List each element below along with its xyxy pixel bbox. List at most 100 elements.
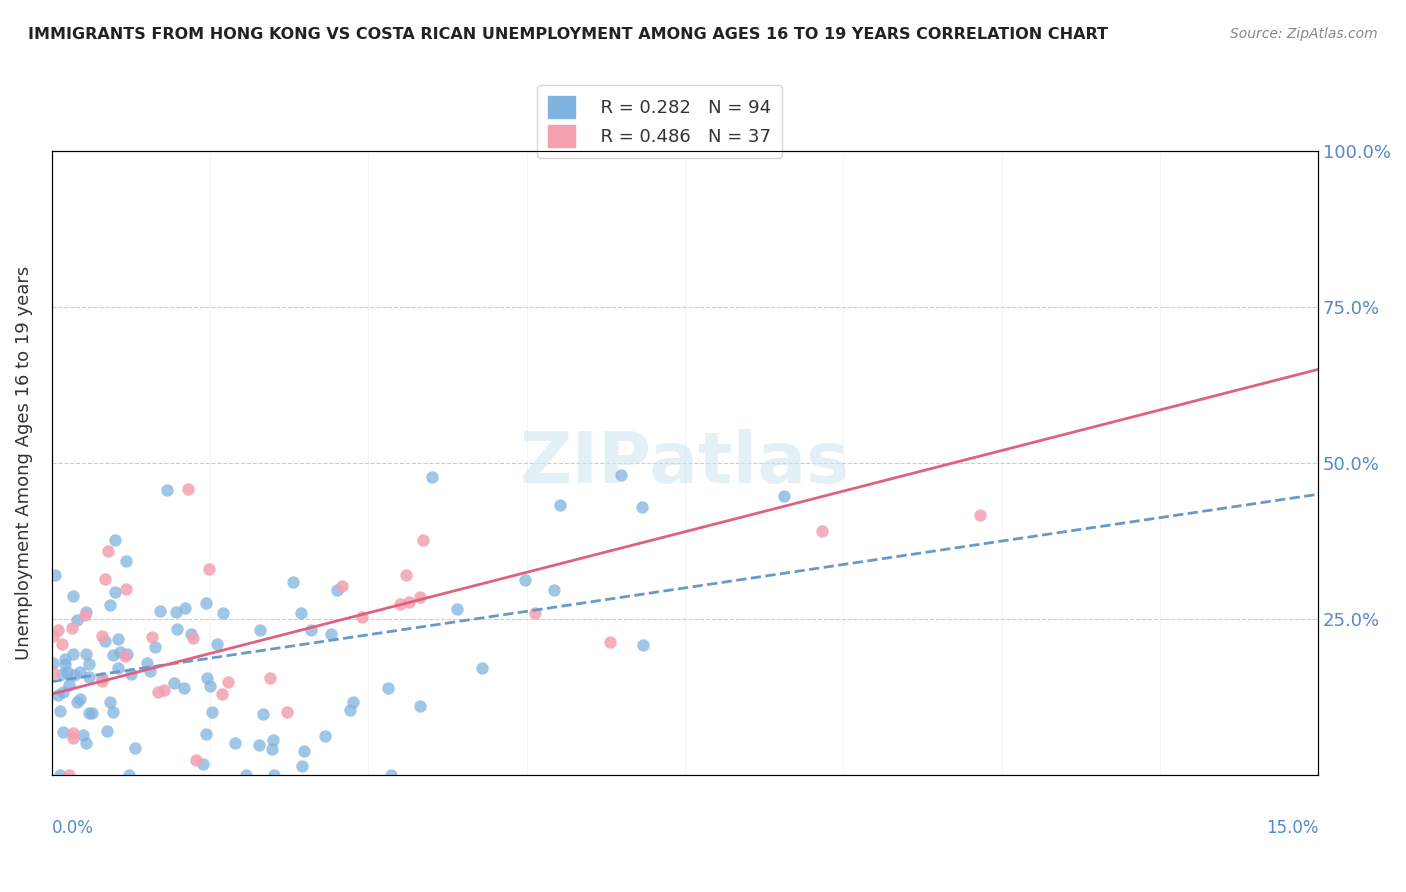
Point [548,499,571,513]
Point [319,627,342,641]
Point [77,706,100,721]
Point [62,731,84,746]
Point [292,744,315,758]
Point [249,623,271,637]
Text: 15.0%: 15.0% [1265,819,1319,837]
Point [290,606,312,620]
Point [51,666,73,681]
Point [124,740,146,755]
Point [58,678,80,692]
Point [56,665,79,680]
Point [51,637,73,651]
Point [395,568,418,582]
Point [276,705,298,719]
Point [420,469,443,483]
Point [543,582,565,597]
Point [108,645,131,659]
Point [211,687,233,701]
Point [633,638,655,652]
Point [66,613,89,627]
Point [389,598,412,612]
Point [301,624,323,638]
Point [412,533,434,548]
Point [339,703,361,717]
Point [141,630,163,644]
Point [149,605,172,619]
Point [115,582,138,597]
Point [120,667,142,681]
Point [46,688,69,702]
Point [205,637,228,651]
Point [398,594,420,608]
Point [969,508,991,522]
Point [48,768,70,782]
Point [107,632,129,647]
Point [156,483,179,497]
Point [200,705,222,719]
Point [194,596,217,610]
Point [163,676,186,690]
Point [75,736,97,750]
Point [96,723,118,738]
Point [342,695,364,709]
Point [136,656,159,670]
Point [262,742,284,756]
Point [52,685,75,699]
Point [49,704,72,718]
Point [523,606,546,620]
Text: Source: ZipAtlas.com: Source: ZipAtlas.com [1230,27,1378,41]
Point [101,648,124,663]
Point [181,632,204,646]
Point [72,728,94,742]
Point [93,572,115,586]
Point [80,706,103,720]
Point [772,489,794,503]
Point [114,649,136,664]
Point [330,579,353,593]
Point [630,500,652,514]
Point [326,582,349,597]
Point [143,640,166,655]
Point [515,573,537,587]
Point [146,685,169,699]
Point [446,602,468,616]
Point [79,669,101,683]
Point [314,729,336,743]
Point [235,768,257,782]
Point [52,724,75,739]
Point [610,467,633,482]
Point [262,732,284,747]
Point [104,533,127,547]
Point [115,647,138,661]
Point [173,681,195,696]
Point [58,768,80,782]
Point [180,627,202,641]
Point [62,667,84,681]
Point [184,753,207,767]
Point [118,768,141,782]
Point [42,629,65,643]
Text: 0.0%: 0.0% [52,819,94,837]
Point [177,482,200,496]
Point [98,696,121,710]
Point [53,651,76,665]
Point [165,605,187,619]
Point [97,544,120,558]
Point [152,682,174,697]
Point [66,695,89,709]
Point [44,568,66,582]
Point [198,680,221,694]
Point [62,621,84,635]
Point [350,610,373,624]
Point [98,598,121,612]
Point [48,623,70,637]
Point [599,635,621,649]
Legend:   R = 0.282   N = 94,   R = 0.486   N = 37: R = 0.282 N = 94, R = 0.486 N = 37 [537,85,782,158]
Point [53,657,76,671]
Point [212,606,235,620]
Point [166,622,188,636]
Point [41,656,63,670]
Text: ZIPatlas: ZIPatlas [520,428,851,498]
Text: IMMIGRANTS FROM HONG KONG VS COSTA RICAN UNEMPLOYMENT AMONG AGES 16 TO 19 YEARS : IMMIGRANTS FROM HONG KONG VS COSTA RICAN… [28,27,1108,42]
Point [224,736,246,750]
